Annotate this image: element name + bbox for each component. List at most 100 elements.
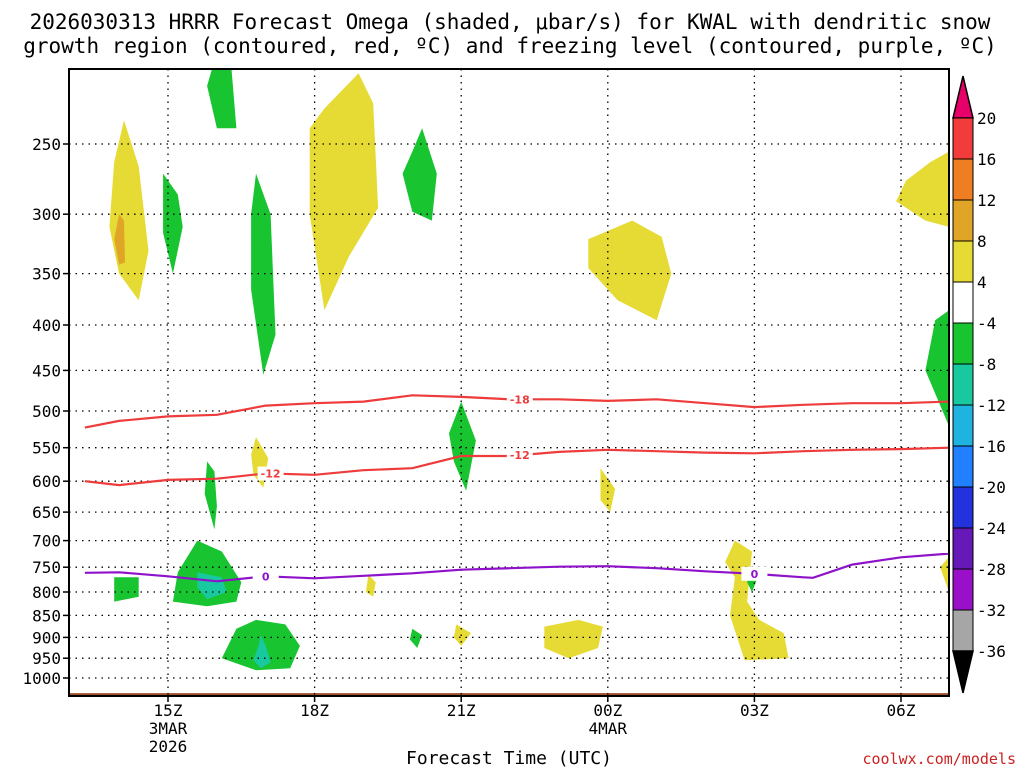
- chart-title-line-2: growth region (contoured, red, ºC) and f…: [23, 34, 997, 58]
- colorbar-segment: [952, 404, 974, 447]
- grid-lines: [69, 69, 949, 696]
- colorbar-segment: [952, 281, 974, 324]
- colorbar-label: 4: [977, 273, 987, 292]
- y-axis-ticks: 250 300 350 400 450 500 550 600 650 700 750 800 850 9…: [22, 135, 69, 688]
- y-tick-label: 600: [32, 472, 61, 491]
- x-axis-label: Forecast Time (UTC): [406, 748, 612, 768]
- colorbar-bottom-arrow: [952, 650, 974, 694]
- omega-region-1: [114, 214, 125, 265]
- x-tick-label: 2026: [149, 737, 188, 756]
- colorbar-segment: [952, 158, 974, 201]
- contour-label-bg: [506, 448, 533, 463]
- omega-region-8: [896, 151, 949, 227]
- x-tick-label: 15Z: [154, 701, 183, 720]
- x-tick-label: 06Z: [887, 701, 916, 720]
- omega-region-19: [725, 540, 789, 661]
- colorbar-segment: [952, 445, 974, 488]
- omega-region-9: [925, 300, 949, 452]
- credit-text: coolwx.com/models: [862, 750, 1016, 768]
- colorbar-label: -32: [977, 601, 1006, 620]
- y-tick-label: 550: [32, 439, 61, 458]
- omega-region-24: [409, 628, 423, 648]
- colorbar-segment: [952, 322, 974, 365]
- omega-region-6: [402, 128, 437, 221]
- omega-region-21: [940, 535, 949, 629]
- plot-area: -18 -12 -12 0 0: [68, 68, 951, 697]
- colorbar-label: -20: [977, 478, 1006, 497]
- omega-region-5: [309, 73, 379, 311]
- omega-region-26: [544, 619, 603, 659]
- colorbar-segment: [952, 363, 974, 406]
- omega-region-7: [588, 220, 672, 321]
- omega-region-25: [453, 624, 471, 646]
- contour-label-bg: [257, 466, 284, 481]
- contour-label-bg: [252, 569, 279, 584]
- colorbar-segment: [952, 117, 974, 160]
- colorbar-segment: [952, 486, 974, 529]
- contour-line-2: [84, 552, 951, 583]
- omega-region-13: [600, 468, 616, 513]
- contour-line-0: [84, 394, 951, 429]
- colorbar-label: -24: [977, 519, 1006, 538]
- temperature-contours: [84, 394, 951, 583]
- colorbar-label: -4: [977, 314, 996, 333]
- y-tick-label: 300: [32, 205, 61, 224]
- contour-label-bg: [741, 566, 768, 581]
- x-tick-label: 00Z: [593, 701, 622, 720]
- colorbar: 20 16 12 8 4 -4 -8 -12 -16 -20 -24 -28 -32 -36: [952, 75, 1006, 694]
- contour-label-1: -12: [510, 449, 530, 462]
- y-tick-label: 450: [32, 361, 61, 380]
- x-tick-label: 18Z: [300, 701, 329, 720]
- y-tick-label: 950: [32, 649, 61, 668]
- x-tick-label: 21Z: [447, 701, 476, 720]
- colorbar-segment: [952, 240, 974, 283]
- y-tick-label: 500: [32, 402, 61, 421]
- colorbar-label: 20: [977, 109, 996, 128]
- contour-label-bg: [506, 392, 533, 407]
- colorbar-label: -12: [977, 396, 1006, 415]
- omega-region-2: [207, 69, 237, 129]
- omega-region-3: [163, 173, 183, 274]
- colorbar-segment: [952, 527, 974, 570]
- x-tick-label: 3MAR: [149, 719, 188, 738]
- colorbar-segment: [952, 609, 974, 652]
- y-tick-label: 700: [32, 532, 61, 551]
- y-tick-label: 850: [32, 606, 61, 625]
- contour-label-2: 0: [751, 568, 759, 581]
- plot-frame: [68, 68, 950, 697]
- colorbar-label: -16: [977, 437, 1006, 456]
- contour-label-1: -12: [261, 468, 281, 481]
- colorbar-segment: [952, 199, 974, 242]
- colorbar-label: -36: [977, 642, 1006, 661]
- y-tick-label: 800: [32, 583, 61, 602]
- y-tick-label: 1000: [22, 669, 61, 688]
- omega-shaded-regions: [109, 69, 949, 671]
- contour-labels: -18 -12 -12 0 0: [252, 392, 768, 584]
- colorbar-label: -28: [977, 560, 1006, 579]
- colorbar-label: 12: [977, 191, 996, 210]
- x-tick-label: 4MAR: [589, 719, 628, 738]
- omega-region-4: [251, 173, 276, 375]
- contour-label-0: -18: [510, 393, 530, 406]
- omega-region-18: [365, 574, 376, 597]
- contour-label-2: 0: [262, 570, 270, 583]
- colorbar-label: -8: [977, 355, 996, 374]
- terrain-ground: [69, 693, 949, 696]
- chart-title-line-1: 2026030313 HRRR Forecast Omega (shaded, …: [30, 10, 991, 34]
- contour-line-1: [84, 446, 951, 487]
- y-tick-label: 650: [32, 503, 61, 522]
- y-tick-label: 900: [32, 628, 61, 647]
- colorbar-segment: [952, 568, 974, 611]
- y-tick-label: 350: [32, 265, 61, 284]
- x-tick-label: 03Z: [740, 701, 769, 720]
- colorbar-label: 8: [977, 232, 987, 251]
- colorbar-top-arrow: [952, 75, 974, 119]
- y-tick-label: 750: [32, 558, 61, 577]
- omega-region-17: [114, 577, 139, 602]
- y-tick-label: 400: [32, 316, 61, 335]
- y-tick-label: 250: [32, 135, 61, 154]
- omega-region-12: [449, 401, 476, 491]
- colorbar-label: 16: [977, 150, 996, 169]
